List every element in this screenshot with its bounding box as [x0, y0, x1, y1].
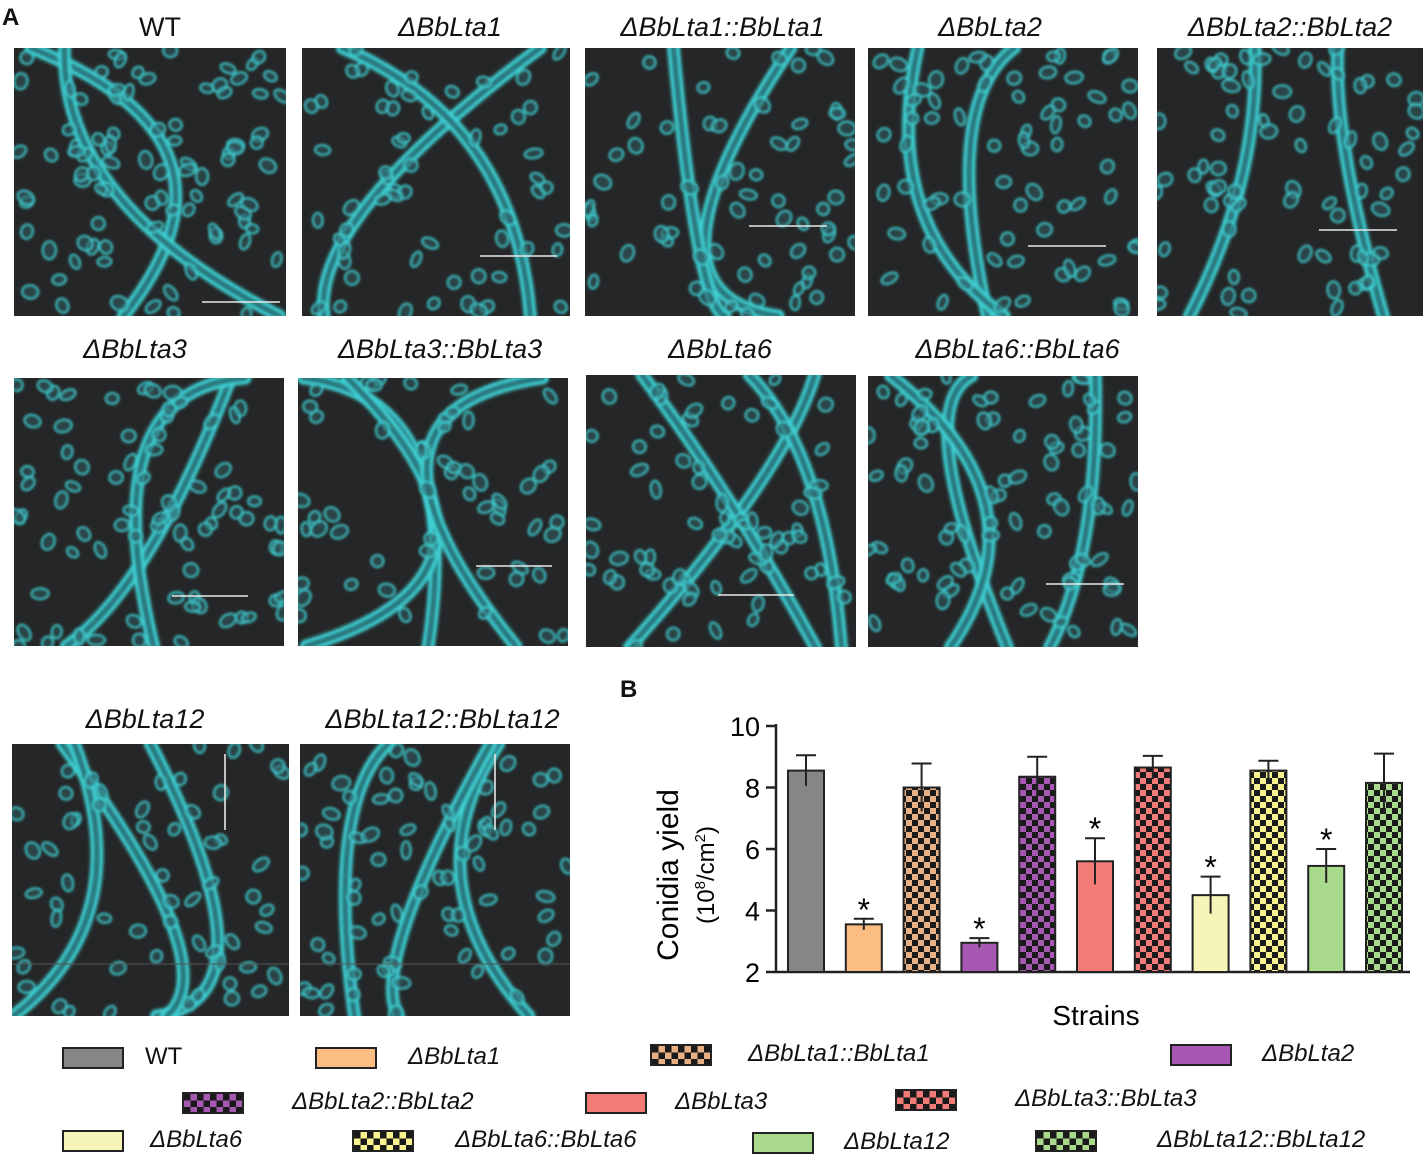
legend-label-lta1-comp: ΔBbLta1::BbLta1: [748, 1040, 930, 1067]
significance-marker-1: *: [858, 892, 870, 928]
micrograph-lta3-comp: [298, 378, 568, 646]
y-axis-label-line1: Conidia yield: [652, 789, 685, 961]
legend-label-lta3: ΔBbLta3: [675, 1088, 768, 1115]
bar-10: [1365, 781, 1403, 973]
micrograph-lta1-comp: [585, 48, 855, 316]
y-tick-label: 10: [730, 712, 760, 742]
micrograph-lta6-comp: [868, 376, 1138, 647]
panel-a-letter: A: [2, 4, 20, 31]
micrograph-label-lta1-comp: ΔBbLta1::BbLta1: [620, 12, 825, 42]
legend-label-wt: WT: [145, 1043, 183, 1070]
y-tick-label: 4: [745, 897, 760, 927]
fluorescence-cells: [1157, 48, 1423, 316]
legend-swatch-lta6-comp: [352, 1130, 414, 1152]
legend-swatch-wt: [62, 1047, 124, 1069]
micrograph-label-lta6: ΔBbLta6: [668, 334, 772, 364]
micrograph-lta2-comp: [1157, 48, 1423, 316]
bar-0: [787, 769, 825, 974]
panel-b-letter: B: [620, 676, 638, 703]
micrograph-label-lta3-comp: ΔBbLta3::BbLta3: [337, 334, 543, 364]
legend-swatch-lta12: [752, 1132, 814, 1154]
legend-label-lta6: ΔBbLta6: [150, 1126, 243, 1153]
legend-label-lta2: ΔBbLta2: [1262, 1040, 1355, 1067]
micrograph-label-lta1: ΔBbLta1: [398, 12, 502, 42]
fluorescence-cells: [585, 48, 855, 316]
significance-marker-3: *: [973, 911, 985, 947]
legend-swatch-lta1-comp: [650, 1044, 712, 1066]
micrograph-lta3: [14, 378, 284, 646]
bar-6: [1133, 766, 1172, 973]
fluorescence-cells: [300, 744, 570, 1016]
legend-label-lta12-comp: ΔBbLta12::BbLta12: [1157, 1126, 1366, 1153]
micrograph-label-lta6-comp: ΔBbLta6::BbLta6: [915, 334, 1120, 364]
y-tick-label: 8: [745, 774, 760, 804]
legend-label-lta12: ΔBbLta12: [844, 1128, 950, 1155]
micrograph-label-lta3: ΔBbLta3: [83, 334, 187, 364]
significance-marker-5: *: [1089, 811, 1101, 847]
bar-4: [1018, 775, 1057, 973]
legend-label-lta3-comp: ΔBbLta3::BbLta3: [1015, 1085, 1197, 1112]
fluorescence-cells: [872, 48, 1138, 316]
legend-swatch-lta3: [585, 1092, 647, 1114]
legend-swatch-lta1: [315, 1047, 377, 1069]
conidia-yield-bar-chart: Conidia yield (108/cm2) Strains 2 4 6 8 10 * *…: [652, 712, 1410, 1031]
micrograph-label-wt: WT: [139, 12, 181, 42]
legend-swatch-lta3-comp: [895, 1089, 957, 1111]
legend-swatch-lta6: [62, 1130, 124, 1152]
micrograph-lta1: [302, 48, 570, 316]
micrograph-label-lta12: ΔBbLta12: [85, 704, 205, 734]
legend-label-lta2-comp: ΔBbLta2::BbLta2: [292, 1088, 474, 1115]
fluorescence-cells: [303, 48, 570, 316]
micrograph-label-lta2-comp: ΔBbLta2::BbLta2: [1187, 12, 1393, 42]
micrograph-label-lta2: ΔBbLta2: [938, 12, 1042, 42]
micrograph-lta2: [868, 48, 1138, 316]
fluorescence-cells: [14, 48, 286, 316]
legend-swatch-lta2-comp: [182, 1092, 244, 1114]
bar-1: [844, 923, 883, 973]
micrograph-lta12: [12, 744, 289, 1016]
micrograph-label-lta12-comp: ΔBbLta12::BbLta12: [325, 704, 560, 734]
legend-swatch-lta12-comp: [1035, 1130, 1097, 1152]
fluorescence-cells: [12, 744, 289, 1016]
x-axis-label: Strains: [1052, 1000, 1139, 1031]
fluorescence-cells: [298, 378, 568, 646]
bar-8: [1249, 769, 1288, 974]
significance-marker-9: *: [1320, 822, 1332, 858]
legend-swatch-lta2: [1170, 1044, 1232, 1066]
y-axis-label-line2: (108/cm2): [692, 826, 720, 924]
fluorescence-cells: [586, 375, 852, 647]
bar-9: [1307, 864, 1346, 974]
chart-legend: WT ΔBbLta1 ΔBbLta1::BbLta1 ΔBbLta2 ΔBbLt…: [0, 1040, 1427, 1162]
micrograph-lta12-comp: [300, 744, 570, 1016]
y-tick-label: 6: [745, 835, 760, 865]
micrograph-wt: [14, 48, 286, 316]
fluorescence-cells: [14, 378, 284, 646]
bar-2: [902, 786, 941, 973]
significance-marker-7: *: [1204, 850, 1216, 886]
y-tick-label: 2: [745, 958, 760, 988]
fluorescence-cells: [868, 376, 1138, 647]
micrograph-lta6: [586, 375, 856, 647]
legend-label-lta1: ΔBbLta1: [408, 1043, 501, 1070]
legend-label-lta6-comp: ΔBbLta6::BbLta6: [455, 1126, 637, 1153]
